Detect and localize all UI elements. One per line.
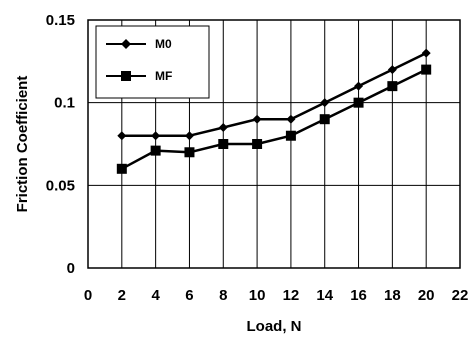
y-tick-label: 0.15	[46, 12, 75, 29]
x-tick-label: 18	[384, 287, 401, 304]
x-tick-labels: 0 2 4 6 8 10 12 14 16 18 20 22	[84, 287, 469, 304]
legend-label-mf: MF	[155, 69, 172, 83]
series-line-m0	[121, 51, 427, 137]
point-m0	[286, 114, 296, 124]
point-mf	[421, 64, 432, 75]
x-tick-label: 10	[249, 287, 266, 304]
point-m0	[117, 131, 127, 141]
legend-marker-m0	[121, 39, 131, 49]
point-m0	[184, 131, 194, 141]
series-lines	[116, 48, 432, 174]
legend-box	[95, 25, 210, 99]
plot-frame	[87, 19, 461, 269]
point-mf	[353, 97, 364, 108]
y-axis-title: Friction Coefficient	[14, 76, 31, 213]
point-mf	[116, 163, 127, 174]
y-tick-labels: 0 0.05 0.1 0.15	[46, 12, 75, 277]
x-tick-label: 20	[418, 287, 435, 304]
point-m0	[387, 65, 397, 75]
y-tick-label: 0.1	[54, 95, 75, 112]
point-m0	[354, 81, 364, 91]
x-tick-label: 8	[219, 287, 227, 304]
y-tick-label: 0.05	[46, 177, 75, 194]
point-mf	[150, 145, 161, 156]
x-tick-label: 2	[118, 287, 126, 304]
point-mf	[319, 114, 330, 125]
point-m0	[151, 131, 161, 141]
legend-marker-mf	[121, 71, 131, 81]
legend: M0 MF	[95, 25, 210, 99]
x-axis-title: Load, N	[247, 318, 302, 335]
point-mf	[218, 139, 229, 149]
x-tick-label: 12	[283, 287, 300, 304]
point-m0	[421, 48, 431, 58]
x-tick-label: 16	[350, 287, 367, 304]
x-tick-label: 6	[185, 287, 193, 304]
legend-label-m0: M0	[155, 37, 172, 51]
y-tick-label: 0	[67, 260, 75, 277]
point-m0	[252, 114, 262, 124]
x-tick-label: 0	[84, 287, 92, 304]
point-m0	[320, 98, 330, 108]
point-mf	[387, 81, 398, 92]
point-mf	[184, 147, 195, 158]
x-tick-label: 4	[151, 287, 160, 304]
point-m0	[218, 122, 228, 132]
point-mf	[252, 139, 263, 149]
x-tick-label: 22	[452, 287, 469, 304]
point-mf	[285, 130, 296, 141]
x-tick-label: 14	[316, 287, 333, 304]
series-line-mf	[121, 68, 427, 170]
